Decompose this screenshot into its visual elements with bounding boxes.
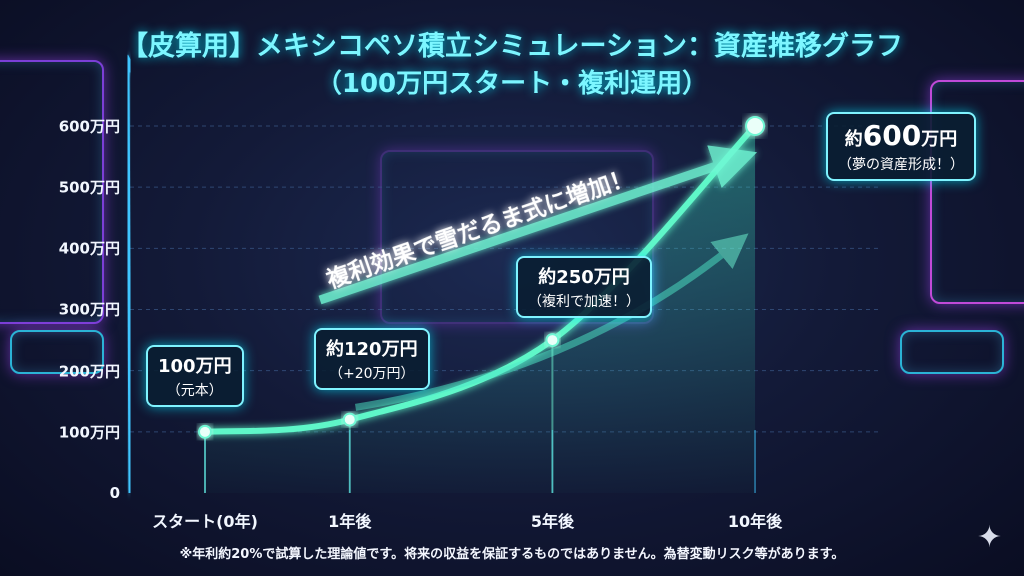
x-tick-label: 10年後 xyxy=(727,512,783,531)
callout-note: （夢の資産形成！） xyxy=(838,157,964,173)
decorative-arrow xyxy=(354,233,749,411)
bg-panel xyxy=(380,150,654,324)
callout-start: 100万円 （元本） xyxy=(146,345,244,407)
callout-big-number: 600 xyxy=(862,119,922,152)
area-fill xyxy=(205,125,756,493)
y-tick-label: 0 xyxy=(109,484,120,502)
data-point xyxy=(745,115,766,136)
callout-note: （+20万円） xyxy=(329,366,415,382)
x-tick-label: 5年後 xyxy=(530,512,574,531)
data-point xyxy=(545,333,560,348)
y-tick-label: 500万円 xyxy=(58,178,120,197)
callout-value: 約250万円 xyxy=(538,267,630,288)
chart-title: 【皮算用】メキシコペソ積立シミュレーション：資産推移グラフ xyxy=(121,31,903,62)
y-axis xyxy=(119,54,138,494)
bg-panel xyxy=(10,330,104,374)
callout-year10: 約600万円 （夢の資産形成！） xyxy=(826,112,976,181)
y-tick-label: 200万円 xyxy=(58,362,120,381)
bg-panel xyxy=(930,80,1024,304)
data-point xyxy=(342,412,357,427)
x-tick-label: 1年後 xyxy=(328,512,372,531)
bg-panel xyxy=(900,330,1004,374)
y-tick-label: 600万円 xyxy=(58,117,120,136)
callout-value: 約600万円 xyxy=(844,119,958,152)
x-tick-label: スタート(0年) xyxy=(152,512,258,531)
callout-note: （元本） xyxy=(166,383,223,399)
callout-note: （複利で加速！） xyxy=(528,294,640,310)
callout-value: 約120万円 xyxy=(326,339,418,360)
y-tick-label: 300万円 xyxy=(58,300,120,319)
data-point xyxy=(198,424,212,439)
chart-subtitle: （100万円スタート・複利運用） xyxy=(315,69,709,99)
sparkle-icon: ✦ xyxy=(976,520,1002,555)
callout-year5: 約250万円 （複利で加速！） xyxy=(516,256,652,318)
y-tick-label: 400万円 xyxy=(58,239,120,258)
callout-year1: 約120万円 （+20万円） xyxy=(314,328,430,390)
disclaimer-footnote: ※年利約20%で試算した理論値です。将来の収益を保証するものではありません。為替… xyxy=(179,547,845,562)
y-tick-label: 100万円 xyxy=(58,423,120,442)
annotation-arrow xyxy=(318,145,758,305)
bg-panel xyxy=(0,60,104,324)
callout-value: 100万円 xyxy=(158,356,232,377)
